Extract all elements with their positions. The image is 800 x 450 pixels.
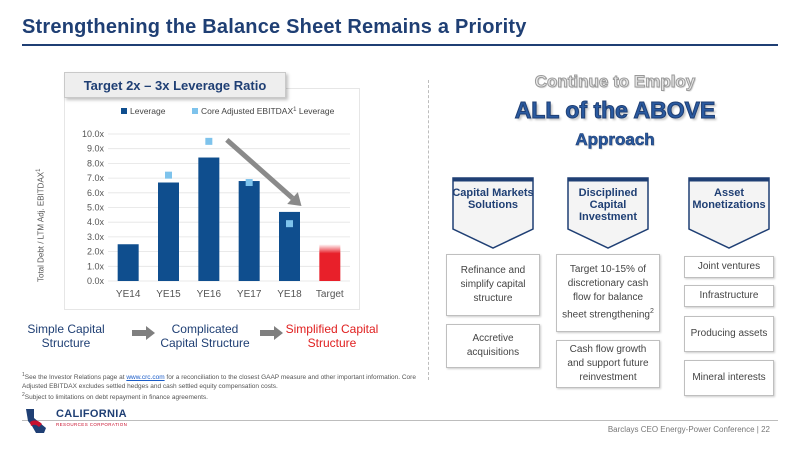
legend-swatch-leverage — [121, 108, 127, 114]
strategy-item: Refinance and simplify capital structure — [446, 254, 540, 316]
chevron-label: Asset Monetizations — [692, 187, 766, 211]
trend-arrow-shaft — [225, 138, 295, 200]
y-tick-label: 7.0x — [87, 173, 105, 183]
y-tick-label: 0.0x — [87, 276, 105, 286]
chevron-disciplined-capital: Disciplined Capital Investment — [567, 177, 649, 249]
continue-heading: Continue to Employ — [534, 72, 696, 92]
leverage-target-banner: Target 2x – 3x Leverage Ratio — [64, 72, 286, 98]
footnote-2: 2Subject to limitations on debt repaymen… — [22, 392, 208, 402]
chevron-label: Capital Markets Solutions — [452, 187, 534, 211]
footer-rule — [22, 420, 778, 421]
approach-heading: Approach — [575, 130, 655, 150]
x-tick-label: Target — [316, 289, 344, 300]
title-rule — [22, 44, 778, 46]
simple-capital-structure-label: Simple Capital Structure — [27, 322, 105, 350]
strategy-item: Producing assets — [684, 316, 774, 352]
strategy-item: Mineral interests — [684, 360, 774, 396]
target-bar — [319, 244, 341, 281]
section-divider — [428, 80, 429, 380]
leverage-bar — [279, 211, 300, 281]
legend-label-leverage: Leverage — [130, 106, 166, 116]
california-state-icon — [26, 409, 46, 433]
y-tick-label: 9.0x — [87, 144, 105, 154]
page-title: Strengthening the Balance Sheet Remains … — [22, 16, 527, 38]
y-tick-label: 4.0x — [87, 217, 105, 227]
x-tick-label: YE15 — [156, 289, 181, 300]
x-tick-label: YE17 — [237, 289, 262, 300]
chevron-label: Disciplined Capital Investment — [578, 187, 638, 223]
legend-swatch-core — [192, 108, 198, 114]
legend-label-core: Core Adjusted EBITDAX1 Leverage — [201, 106, 335, 116]
x-tick-label: YE16 — [197, 289, 222, 300]
leverage-bar — [198, 157, 220, 281]
strategy-item: Infrastructure — [684, 285, 774, 307]
footnote-1: 1See the Investor Relations page at www.… — [22, 372, 416, 391]
logo-name: CALIFORNIA — [56, 408, 127, 420]
trend-arrow-icon — [287, 192, 302, 207]
footer-conference-page: Barclays CEO Energy-Power Conference | 2… — [607, 425, 770, 434]
y-axis-title: Total Debt / LTM Adj. EBITDAX1 — [36, 168, 46, 282]
strategy-item: Joint ventures — [684, 256, 774, 278]
strategy-item: Accretive acquisitions — [446, 324, 540, 368]
complicated-capital-structure-label: Complicated Capital Structure — [160, 322, 250, 350]
y-tick-label: 5.0x — [87, 203, 105, 213]
leverage-bar — [158, 182, 179, 281]
core-leverage-marker — [165, 171, 172, 179]
core-leverage-marker — [205, 137, 213, 145]
x-tick-label: YE14 — [116, 289, 141, 300]
y-tick-label: 3.0x — [87, 232, 105, 242]
leverage-bar — [238, 181, 260, 281]
strategy-item: Cash flow growth and support future rein… — [556, 340, 660, 388]
core-leverage-marker — [245, 179, 253, 187]
investor-relations-link[interactable]: www.crc.com — [126, 374, 165, 382]
leverage-bar — [117, 244, 139, 281]
strategy-item: Target 10-15% of discretionary cash flow… — [556, 254, 660, 332]
core-leverage-marker — [286, 220, 293, 228]
chevron-asset-monetizations: Asset Monetizations — [688, 177, 770, 249]
footnotes: 1See the Investor Relations page at www.… — [22, 371, 422, 402]
company-logo: CALIFORNIA RESOURCES CORPORATION — [22, 406, 142, 436]
x-tick-label: YE18 — [277, 289, 302, 300]
chevron-capital-markets: Capital Markets Solutions — [452, 177, 534, 249]
y-tick-label: 2.0x — [87, 247, 105, 257]
y-tick-label: 10.0x — [82, 129, 105, 139]
y-tick-label: 8.0x — [87, 158, 105, 168]
y-tick-label: 6.0x — [87, 188, 105, 198]
y-tick-label: 1.0x — [87, 261, 105, 271]
logo-subtitle: RESOURCES CORPORATION — [56, 422, 128, 427]
simplified-capital-structure-label: Simplified Capital Structure — [285, 322, 379, 350]
all-above-heading: ALL of the ABOVE — [514, 97, 716, 124]
